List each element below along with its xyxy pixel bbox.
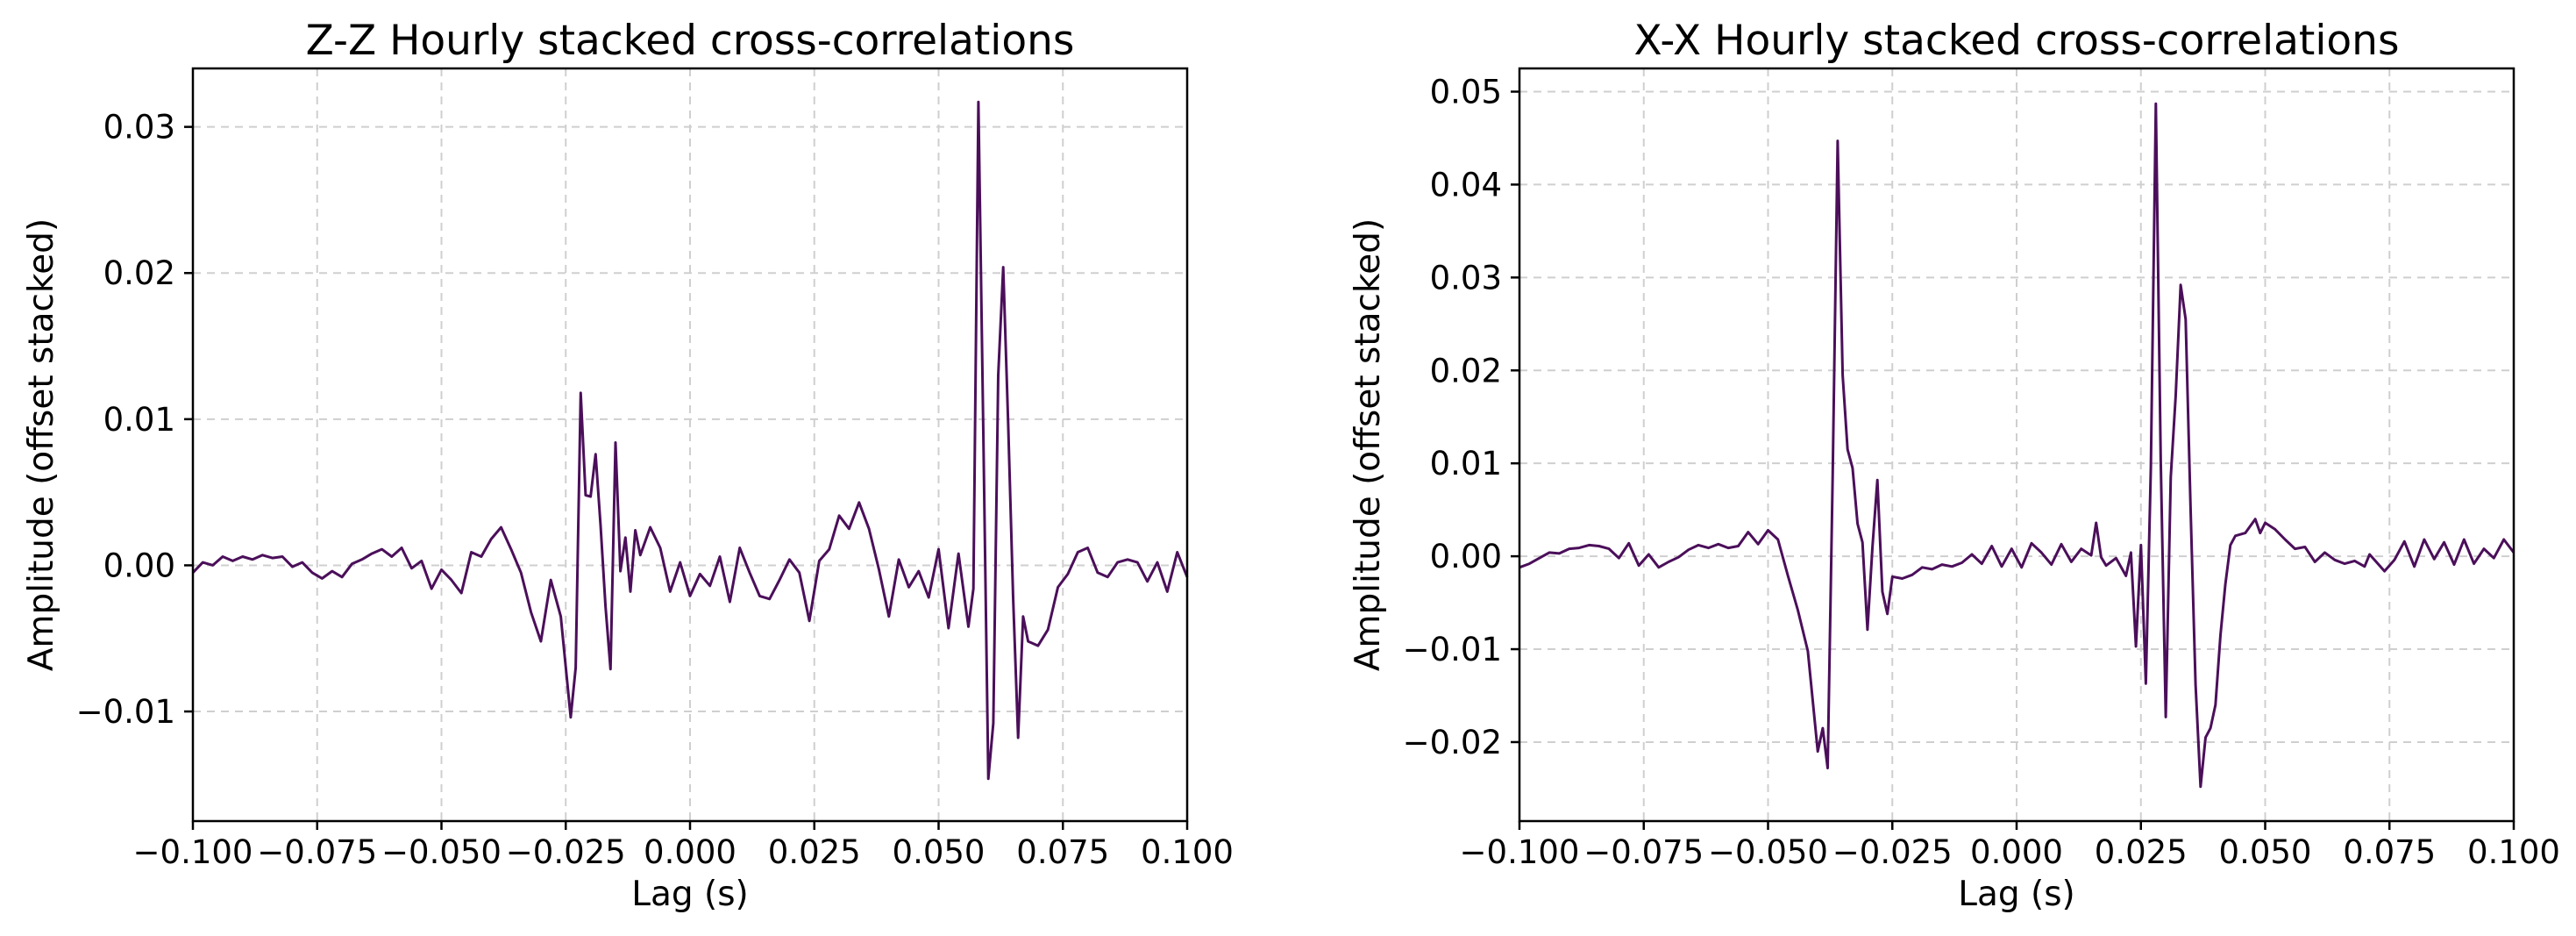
chart-title: Z-Z Hourly stacked cross-correlations	[306, 17, 1075, 65]
x-tick-label: 0.050	[893, 833, 986, 871]
x-tick-label: 0.100	[1141, 833, 1234, 871]
x-tick-label: −0.025	[506, 833, 626, 871]
y-tick-label: 0.03	[1430, 259, 1502, 297]
y-axis-label: Amplitude (offset stacked)	[1348, 218, 1388, 671]
y-tick-label: 0.00	[103, 547, 175, 584]
x-tick-label: 0.025	[2095, 833, 2188, 871]
chart-panel-2: −0.100 −0.075 −0.050 −0.025 0.000 0.025 0.050 0…	[1348, 17, 2560, 914]
series-line-x-x	[1519, 102, 2516, 789]
chart-panel-1: −0.100 −0.075 −0.050 −0.025 0.000 0.025 0.050 0…	[22, 17, 1234, 914]
x-tick-label: 0.025	[768, 833, 861, 871]
x-tick-label: −0.025	[1832, 833, 1953, 871]
y-tick-label: 0.03	[103, 109, 175, 146]
x-tick-label: 0.075	[1016, 833, 1109, 871]
y-tick-label: −0.02	[1403, 724, 1502, 761]
y-tick-label: 0.04	[1430, 166, 1502, 204]
y-tick-label: −0.01	[1403, 631, 1502, 668]
y-tick-label: 0.01	[103, 401, 175, 439]
x-axis-label: Lag (s)	[631, 875, 749, 914]
series-line-z-z	[191, 100, 1189, 781]
y-tick-label: 0.02	[103, 254, 175, 292]
y-tick-label: 0.05	[1430, 73, 1502, 111]
chart-title: X-X Hourly stacked cross-correlations	[1634, 17, 2400, 65]
y-tick-label: 0.00	[1430, 538, 1502, 575]
y-tick-label: −0.01	[76, 693, 175, 731]
y-axis-label: Amplitude (offset stacked)	[22, 218, 61, 671]
x-tick-label: −0.100	[1460, 833, 1580, 871]
y-tick-label: 0.01	[1430, 445, 1502, 482]
x-tick-label: 0.000	[1970, 833, 2063, 871]
x-axis-label: Lag (s)	[1958, 875, 2075, 914]
x-tick-label: −0.075	[257, 833, 377, 871]
x-tick-label: 0.050	[2219, 833, 2312, 871]
x-tick-label: −0.100	[133, 833, 253, 871]
x-tick-label: −0.050	[381, 833, 502, 871]
x-tick-label: −0.050	[1708, 833, 1828, 871]
x-tick-label: −0.075	[1583, 833, 1704, 871]
x-tick-label: 0.000	[644, 833, 737, 871]
x-tick-label: 0.075	[2343, 833, 2436, 871]
x-tick-label: 0.100	[2467, 833, 2560, 871]
y-tick-label: 0.02	[1430, 352, 1502, 389]
